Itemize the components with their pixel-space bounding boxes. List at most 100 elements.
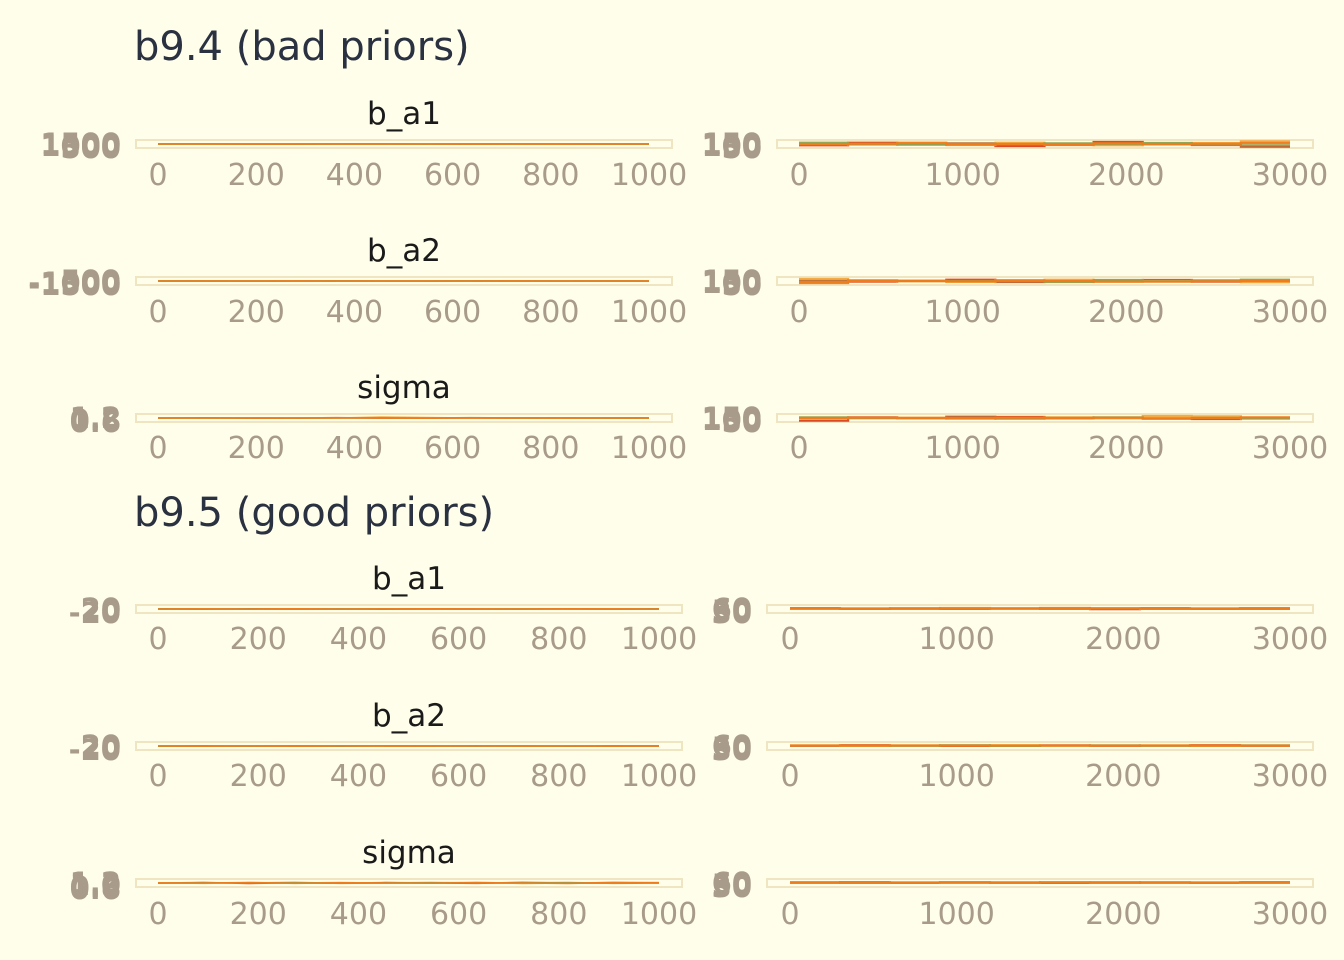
panel-frame <box>776 139 1314 149</box>
x-tick-label: 1000 <box>621 622 697 657</box>
x-tick-label: 200 <box>228 295 285 330</box>
y-tick-label: 0.8 <box>70 870 121 904</box>
y-tick-label: 500 <box>60 264 121 298</box>
x-tick-label: 2000 <box>1088 158 1164 193</box>
panel-frame <box>766 604 1314 614</box>
y-tick-label: 60 <box>712 592 752 626</box>
x-tick-label: 600 <box>424 158 481 193</box>
panel-frame <box>766 878 1314 888</box>
facet-title: sigma <box>357 370 451 406</box>
y-tick-label: 50 <box>712 731 752 765</box>
x-tick-label: 0 <box>780 622 799 657</box>
trace-line-chain-4 <box>157 881 660 885</box>
x-tick-label: 800 <box>530 759 587 794</box>
x-tick-label: 1000 <box>621 759 697 794</box>
x-tick-label: 3000 <box>1252 759 1328 794</box>
x-tick-label: 0 <box>789 431 808 466</box>
y-tick-label: 1.0 <box>70 868 121 902</box>
rank-step-chain-4 <box>799 279 1290 285</box>
x-tick-label: 800 <box>522 158 579 193</box>
y-tick-label: 0.8 <box>70 403 121 437</box>
x-tick-label: 3000 <box>1252 622 1328 657</box>
x-tick-label: 600 <box>430 759 487 794</box>
rank-step-chain-4 <box>799 416 1290 420</box>
x-tick-label: 1000 <box>918 897 994 932</box>
x-tick-label: 200 <box>230 759 287 794</box>
y-tick-label: 150 <box>701 264 762 298</box>
panel-trace-b_a2-2: b_a2 0 200 400 600 800 1000 500-1000-1500 <box>28 233 687 330</box>
y-tick-label: 500 <box>60 131 121 165</box>
x-tick-label: 1000 <box>924 295 1000 330</box>
x-tick-label: 200 <box>230 622 287 657</box>
y-tick-label: -1500 <box>28 268 121 302</box>
y-tick-label: -1000 <box>28 266 121 300</box>
x-tick-label: 800 <box>522 431 579 466</box>
x-tick-label: 0 <box>148 622 167 657</box>
panel-frame <box>135 741 683 751</box>
panel-trace-sigma-4: sigma 0 200 400 600 800 1000 1.20.80.6 <box>70 370 688 466</box>
x-tick-label: 800 <box>530 622 587 657</box>
y-tick-label: 1000 <box>40 129 121 163</box>
x-tick-label: 400 <box>330 759 387 794</box>
y-tick-label: 1500 <box>40 127 121 161</box>
x-tick-label: 2000 <box>1088 295 1164 330</box>
x-tick-label: 1000 <box>924 431 1000 466</box>
y-tick-label: 1.2 <box>70 401 121 435</box>
panel-frame <box>776 276 1314 286</box>
y-tick-label: 0.6 <box>70 872 121 906</box>
x-tick-label: 400 <box>326 158 383 193</box>
x-tick-label: 0 <box>148 759 167 794</box>
x-tick-label: 3000 <box>1252 295 1328 330</box>
x-tick-label: 400 <box>326 295 383 330</box>
x-tick-label: 200 <box>228 158 285 193</box>
facet-title: b_a2 <box>372 698 446 734</box>
x-tick-label: 400 <box>330 897 387 932</box>
y-tick-label: 50 <box>722 268 762 302</box>
y-tick-label: 20 <box>81 729 121 763</box>
y-tick-label: 50 <box>722 131 762 165</box>
panel-trace-sigma-10: sigma 0 200 400 600 800 1000 1.21.00.80.6 <box>70 835 698 932</box>
panel-frame <box>776 413 1314 423</box>
x-tick-label: 1000 <box>924 158 1000 193</box>
x-tick-label: 2000 <box>1085 622 1161 657</box>
y-tick-label: 30 <box>712 870 752 904</box>
x-tick-label: 0 <box>148 897 167 932</box>
panel-frame <box>135 878 683 888</box>
y-tick-label: 30 <box>712 596 752 630</box>
x-tick-label: 0 <box>148 295 167 330</box>
x-tick-label: 3000 <box>1252 897 1328 932</box>
panel-frame <box>135 413 673 423</box>
y-tick-label: -20 <box>69 596 121 630</box>
x-tick-label: 600 <box>430 897 487 932</box>
panel-frame <box>766 741 1314 751</box>
y-tick-label: 1.2 <box>70 866 121 900</box>
panel-frame <box>135 139 673 149</box>
x-tick-label: 800 <box>522 295 579 330</box>
x-tick-label: 3000 <box>1252 431 1328 466</box>
y-tick-label: 150 <box>701 127 762 161</box>
y-tick-label: 100 <box>701 129 762 163</box>
y-tick-label: 0 <box>101 594 121 628</box>
rank-step-chain-4 <box>790 606 1290 611</box>
y-tick-label: 0 <box>101 731 121 765</box>
panel-frame <box>135 276 673 286</box>
facet-title: b_a2 <box>367 233 441 269</box>
x-tick-label: 0 <box>148 431 167 466</box>
x-tick-label: 3000 <box>1252 158 1328 193</box>
x-tick-label: 800 <box>530 897 587 932</box>
section-title-bad-priors: b9.4 (bad priors) <box>134 24 470 70</box>
x-tick-label: 600 <box>430 622 487 657</box>
facet-title: b_a1 <box>367 96 441 132</box>
y-tick-label: 50 <box>712 868 752 902</box>
